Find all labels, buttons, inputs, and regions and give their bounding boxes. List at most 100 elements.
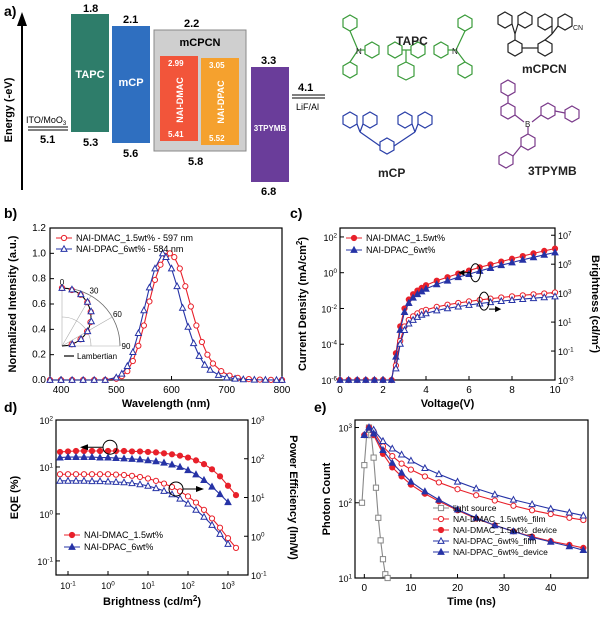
series-d-3-point <box>136 480 144 488</box>
series-e-0-point <box>361 462 368 469</box>
series-e-4-point <box>421 487 429 495</box>
series-c-3-point <box>529 293 538 302</box>
series-c-3-point <box>400 325 409 333</box>
molecule-structures: N N TAPC CN mCPCN <box>342 11 583 180</box>
series-e-3-point <box>379 436 387 444</box>
tpymb-structure <box>498 79 580 169</box>
series-e-4-point <box>379 445 387 453</box>
series-e-1-point <box>407 466 415 473</box>
series-b-1-point <box>90 375 99 383</box>
series-d-1-point <box>176 462 184 470</box>
y-tick-label-c: 10-2 <box>321 304 337 315</box>
inset-dpac-point <box>83 297 92 305</box>
series-b-1-point <box>222 373 231 381</box>
series-d-2-point <box>160 480 168 487</box>
series-e-1-point <box>473 492 480 499</box>
series-e-0-point <box>384 574 391 582</box>
panel-label-a: a) <box>4 3 16 19</box>
x-tick-label-d: 103 <box>221 580 235 591</box>
y-tick-label-c: 100 <box>323 268 337 279</box>
arrow-left-icon-d <box>80 444 88 451</box>
series-e-4-point <box>435 495 443 503</box>
inset-dpac-point <box>58 283 66 291</box>
series-d-2-point <box>152 477 160 484</box>
plot-frame-c <box>339 227 556 381</box>
series-b-0-point <box>151 276 159 284</box>
series-c-0-line <box>340 248 556 381</box>
series-b-1-point <box>173 282 181 290</box>
series-e-3-point <box>421 463 429 472</box>
tapc-label: TAPC <box>75 69 104 81</box>
y2-tick-label-d: 101 <box>251 493 265 504</box>
series-b-0-point <box>204 351 211 358</box>
y2-tick-label-c: 10-3 <box>558 375 574 386</box>
series-b-1-point <box>162 252 170 261</box>
series-e-4-point <box>509 527 518 535</box>
mcp-bar <box>112 26 150 143</box>
series-d-1-point <box>144 456 152 464</box>
y-tick-label-e: 103 <box>338 423 352 434</box>
series-b-0-point <box>146 298 153 305</box>
series-b-0-point <box>182 283 189 290</box>
x-tick-label-c: 10 <box>549 385 561 396</box>
series-d-1-point <box>80 452 88 461</box>
series-d-3-point <box>200 512 208 520</box>
series-b-1-point <box>68 375 76 383</box>
series-b-0-point <box>129 357 136 365</box>
series-b-1-point <box>167 264 176 272</box>
series-b-1-point <box>239 375 248 383</box>
y2-tick-label-c: 103 <box>558 289 572 300</box>
series-d-0-point <box>192 457 200 464</box>
series-d-3-point <box>104 477 112 485</box>
series-c-3-point <box>396 339 405 347</box>
legend-marker-e <box>437 547 445 555</box>
series-d-2-point <box>72 471 80 478</box>
series-e-1-point <box>528 507 536 514</box>
series-e-4-point <box>365 423 373 431</box>
series-d-3-point <box>72 476 80 484</box>
series-d-1-point <box>208 482 216 490</box>
series-d-2-point <box>200 506 208 513</box>
series-d-1-point <box>104 453 112 461</box>
series-c-1-point <box>486 263 495 271</box>
mcpcn-structure <box>497 11 573 57</box>
legend-marker-b <box>60 244 68 252</box>
series-e-1-point <box>491 497 498 504</box>
y-axis-label-e: Photon Count <box>321 462 333 535</box>
series-c-1-point <box>409 293 417 301</box>
series-d-0-point <box>72 447 80 455</box>
tapc-bottom: 5.3 <box>83 137 98 149</box>
series-b-1-point <box>250 375 259 383</box>
y-axis-label-c: Current Density (mA/cm2) <box>295 237 309 371</box>
series-c-1-point <box>475 266 484 274</box>
series-c-3-line <box>395 295 556 369</box>
series-b-1-point <box>145 283 154 291</box>
x-tick-label-b: 500 <box>108 385 125 396</box>
series-b-1-point <box>151 264 159 272</box>
x-tick-label-e: 40 <box>545 583 557 594</box>
series-e-1-point <box>389 453 396 460</box>
series-d-3-point <box>56 476 64 484</box>
series-c-1-point <box>404 298 413 307</box>
series-c-3-point <box>454 302 463 310</box>
legend-text-c: NAI-DPAC_6wt% <box>366 245 435 255</box>
series-c-3-point <box>551 292 559 300</box>
series-e-4-point <box>388 458 397 466</box>
series-b-1-point <box>129 347 137 356</box>
legend-text-e: NAI-DMAC_1.5wt%_film <box>453 514 546 524</box>
legend-text-b: NAI-DMAC_1.5wt% - 597 nm <box>76 233 193 243</box>
series-c-1-point <box>518 255 527 263</box>
series-d-1-point <box>216 489 224 498</box>
y2-tick-label-c: 101 <box>558 317 572 328</box>
series-e-4-point <box>528 533 536 541</box>
series-e-0-point <box>370 454 377 461</box>
series-c-1-point <box>396 325 405 333</box>
series-c-1-point <box>540 250 549 258</box>
series-d-3-point <box>88 476 96 485</box>
series-e-4-point <box>472 513 480 521</box>
mcp-label: mCP <box>118 77 143 89</box>
legend-text-d: NAI-DPAC_6wt% <box>84 542 153 552</box>
series-e-3-point <box>579 511 588 519</box>
x-tick-label-d: 100 <box>101 580 115 591</box>
series-d-3-point <box>152 483 160 492</box>
